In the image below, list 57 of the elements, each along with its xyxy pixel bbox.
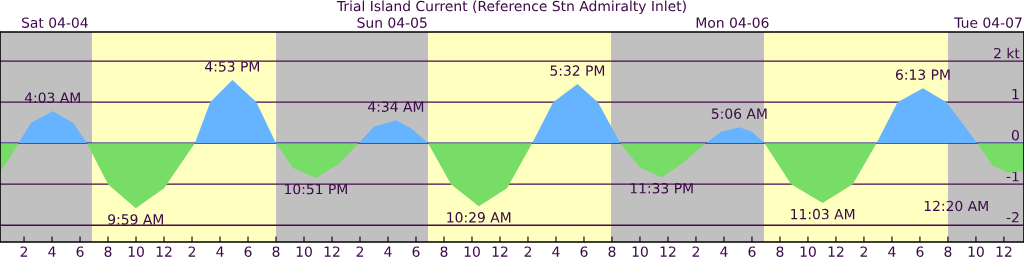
x-tick-label: 4 [48,246,56,257]
y-tick-label: -2 [1006,211,1019,223]
x2-tick-label: Mon 04-06 [696,17,769,28]
x-tick-label: 2 [524,246,532,257]
x-tick-label: 6 [916,246,924,257]
x-tick-label: 2 [188,246,196,257]
x-tick-label: 6 [244,246,252,257]
x-tick-label: 8 [104,246,112,257]
x-tick-label: 10 [464,246,480,257]
x-tick-label: 4 [720,246,728,257]
chart-title: Trial Island Current (Reference Stn Admiralty Inlet) [336,0,686,14]
x-tick-label: 10 [632,246,648,257]
x-tick-label: 8 [944,246,952,257]
y-tick-label: 1 [1012,89,1019,100]
x-tick-label: 4 [384,246,392,257]
y-tick-label: 0 [1011,129,1019,141]
x-tick-label: 8 [608,246,616,257]
annotation: 6:13 PM [895,69,950,80]
x-tick-label: 10 [296,246,312,257]
x-tick-label: 12 [660,246,676,257]
annotation: 12:20 AM [924,200,988,212]
x2-tick-label: Sun 04-05 [357,17,427,28]
annotation: 11:33 PM [630,183,693,194]
annotation: 4:53 PM [205,61,259,72]
annotation: 5:06 AM [711,108,767,119]
annotation: 11:03 AM [791,208,855,220]
x-tick-label: 2 [20,246,28,257]
x-tick-label: 4 [216,246,224,257]
x-tick-label: 12 [156,246,172,257]
x-tick-label: 12 [492,246,508,257]
x-tick-label: 4 [888,246,896,257]
x-tick-label: 2 [356,246,364,257]
x-tick-label: 12 [324,246,340,257]
x-tick-label: 8 [272,246,280,257]
annotation: 10:29 AM [447,212,511,223]
annotation: 9:59 AM [108,214,163,225]
annotation: 10:51 PM [285,183,347,195]
y-tick-label: 2 kt [994,47,1020,59]
x-tick-label: 2 [692,246,699,257]
x-tick-label: 6 [748,246,756,257]
annotation: 4:34 AM [368,101,424,112]
x2-tick-label: Sat 04-04 [21,17,88,28]
x-tick-label: 10 [800,246,816,257]
x-tick-label: 6 [412,246,420,257]
x-tick-label: 10 [968,246,984,257]
annotation: 4:03 AM [24,92,80,103]
x-tick-label: 10 [128,246,144,257]
x-tick-label: 6 [76,246,84,257]
x2-tick-label: Tue 04-07 [954,17,1022,28]
x-tick-label: 2 [860,246,867,257]
annotation: 5:32 PM [550,65,605,76]
x-tick-label: 12 [996,246,1012,257]
x-tick-label: 8 [440,246,448,257]
x-tick-label: 12 [828,246,844,257]
x-tick-label: 6 [580,246,588,257]
x-tick-label: 4 [552,246,560,257]
x-tick-label: 8 [776,246,784,257]
